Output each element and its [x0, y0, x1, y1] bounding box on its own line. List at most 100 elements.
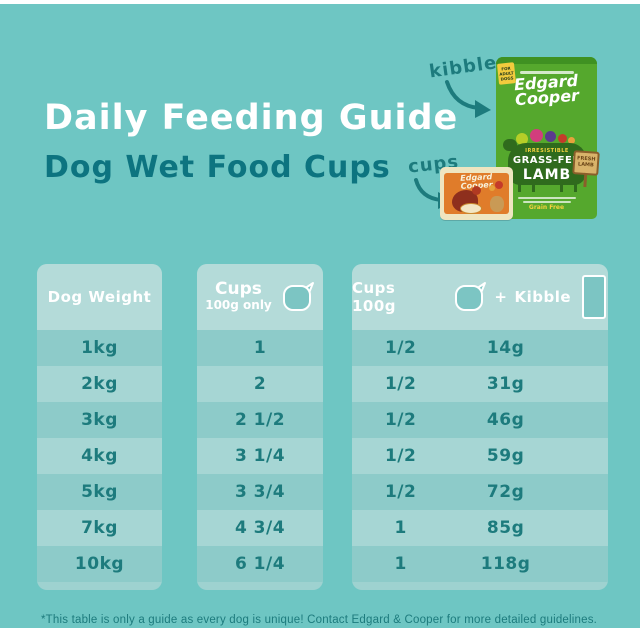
carrot-icon	[568, 137, 575, 144]
kibble-grams-value: 72g	[486, 482, 525, 502]
table-row: 10kg	[37, 546, 162, 582]
kibble-grams-value: 59g	[486, 446, 525, 466]
table-row: 4kg	[37, 438, 162, 474]
lamb-head	[503, 139, 517, 151]
puppy-illustration	[490, 196, 504, 212]
dog-weight-value: 1kg	[81, 338, 118, 358]
weight-rows: 1kg 2kg 3kg 4kg 5kg 7kg 10kg	[37, 330, 162, 582]
kibble-grams-value: 14g	[486, 338, 525, 358]
dog-weight-table: Dog Weight 1kg 2kg 3kg 4kg 5kg 7kg 10kg	[37, 264, 162, 590]
dog-weight-value: 10kg	[74, 554, 125, 574]
infographic-background: Daily Feeding Guide Dog Wet Food Cups ki…	[0, 4, 640, 628]
bag-smallprint-decoration	[523, 201, 571, 203]
table-row: 1/2 46g	[352, 402, 608, 438]
cups-only-value: 4 3/4	[234, 518, 286, 538]
table-row: 1/2 14g	[352, 330, 608, 366]
carrot-icon	[489, 185, 495, 191]
variety-name: GRASS-FED	[512, 155, 582, 166]
table-row: 1/2 31g	[352, 366, 608, 402]
beetroot-icon	[530, 129, 543, 142]
kibble-grams-value: 118g	[480, 554, 531, 574]
dog-weight-header-label: Dog Weight	[47, 288, 152, 306]
tomato-icon	[495, 181, 503, 189]
combo-rows: 1/2 14g 1/2 31g 1/2 46g 1/2 59g 1/2 72g …	[352, 330, 608, 582]
table-row: 3 3/4	[197, 474, 323, 510]
wet-food-cup-icon	[282, 282, 314, 311]
cups-rows: 1 2 2 1/2 3 1/4 3 3/4 4 3/4 6 1/4	[197, 330, 323, 582]
table-row: 3 1/4	[197, 438, 323, 474]
kibble-bag-image: FOR ADULT DOGS Edgard Cooper IRRESISTIBL…	[495, 57, 600, 219]
variety-badge	[460, 203, 482, 214]
table-row: 2 1/2	[197, 402, 323, 438]
cups-only-value: 1	[253, 338, 267, 358]
table-row: 1/2 72g	[352, 474, 608, 510]
table-row: 6 1/4	[197, 546, 323, 582]
combo-cups-header-label: Cups 100g	[352, 279, 397, 315]
dog-weight-value: 2kg	[81, 374, 118, 394]
lamb-leg	[518, 183, 521, 192]
apple-icon	[516, 133, 528, 145]
plus-sign: +	[494, 288, 508, 306]
cups-only-header-line1: Cups	[215, 279, 262, 299]
table-row: 1/2 59g	[352, 438, 608, 474]
sign-text: LAMB	[577, 161, 594, 169]
grain-free-label: Grain Free	[528, 204, 565, 211]
cherry-icon	[558, 134, 567, 143]
cups-only-value: 2	[253, 374, 267, 394]
irresistible-badge: IRRESISTIBLE	[525, 148, 569, 154]
lamb-leg	[560, 183, 563, 192]
cups-only-value: 6 1/4	[234, 554, 286, 574]
table-row: 4 3/4	[197, 510, 323, 546]
kibble-grams-value: 85g	[486, 518, 525, 538]
bag-tagline-decoration	[520, 71, 574, 74]
bag-brand-logo: Edgard Cooper	[495, 71, 598, 109]
kibbles-arrow-icon	[445, 80, 491, 118]
cups-only-header: Cups 100g only	[197, 264, 323, 330]
kibble-grams-value: 46g	[486, 410, 525, 430]
variety-name: LAMB	[522, 167, 572, 183]
combo-cups-value: 1/2	[384, 482, 417, 502]
page-title: Daily Feeding Guide	[44, 98, 459, 138]
combo-cups-value: 1/2	[384, 410, 417, 430]
table-row: 2kg	[37, 366, 162, 402]
cups-only-value: 3 1/4	[234, 446, 286, 466]
wet-food-cup-image: Edgard Cooper	[440, 167, 513, 220]
lamb-leg	[574, 183, 577, 192]
footnote: *This table is only a guide as every dog…	[41, 614, 598, 626]
berry-icon	[545, 131, 556, 142]
kibble-grams-value: 31g	[486, 374, 525, 394]
wet-food-cup-icon	[455, 282, 487, 311]
cups-plus-kibble-table: Cups 100g + Kibble 1/2 14g 1/2 31g 1/2 4…	[352, 264, 608, 590]
cups-only-header-label: Cups 100g only	[205, 281, 272, 313]
cups-only-value: 3 3/4	[234, 482, 286, 502]
lamb-leg	[532, 183, 535, 192]
cups-only-table: Cups 100g only 1 2 2 1/2 3 1/4 3 3/4 4 3…	[197, 264, 323, 590]
combo-cups-value: 1	[394, 554, 407, 574]
cup-label-face: Edgard Cooper	[444, 173, 509, 214]
kibble-header-label: Kibble	[514, 288, 572, 306]
dog-weight-value: 3kg	[81, 410, 118, 430]
table-row: 7kg	[37, 510, 162, 546]
bag-smallprint-decoration	[518, 197, 576, 199]
cups-only-header-line2: 100g only	[205, 298, 272, 312]
combo-cups-value: 1	[394, 518, 407, 538]
kibble-bag-icon	[582, 275, 606, 319]
table-row: 3kg	[37, 402, 162, 438]
dog-weight-value: 7kg	[81, 518, 118, 538]
combo-cups-value: 1/2	[384, 446, 417, 466]
combo-cups-value: 1/2	[384, 338, 417, 358]
cups-plus-kibble-header: Cups 100g + Kibble	[352, 264, 608, 330]
table-row: 1 85g	[352, 510, 608, 546]
table-row: 1	[197, 330, 323, 366]
combo-cups-value: 1/2	[384, 374, 417, 394]
fresh-lamb-sign: FRESH LAMB	[572, 150, 600, 176]
page-subtitle: Dog Wet Food Cups	[44, 150, 391, 185]
dog-weight-value: 5kg	[81, 482, 118, 502]
table-row: 1kg	[37, 330, 162, 366]
dog-weight-value: 4kg	[81, 446, 118, 466]
cups-only-value: 2 1/2	[234, 410, 286, 430]
table-row: 2	[197, 366, 323, 402]
table-row: 5kg	[37, 474, 162, 510]
table-row: 1 118g	[352, 546, 608, 582]
dog-weight-header: Dog Weight	[37, 264, 162, 330]
